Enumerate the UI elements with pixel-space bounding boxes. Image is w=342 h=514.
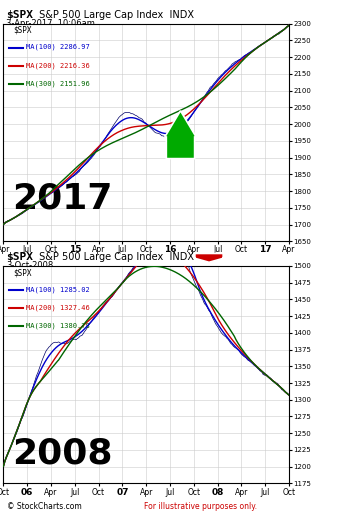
Text: 3-Oct-2008: 3-Oct-2008: [6, 261, 54, 270]
Text: MA(200) 2216.36: MA(200) 2216.36: [26, 62, 90, 68]
Polygon shape: [165, 111, 196, 159]
Text: © StockCharts.com: © StockCharts.com: [7, 502, 82, 511]
Text: MA(300) 2151.96: MA(300) 2151.96: [26, 80, 90, 86]
Text: MA(300) 1380.78: MA(300) 1380.78: [26, 322, 90, 329]
Text: For illustrative purposes only.: For illustrative purposes only.: [144, 502, 256, 511]
Text: $SPX: $SPX: [6, 252, 33, 262]
Text: MA(200) 1327.46: MA(200) 1327.46: [26, 304, 90, 310]
Text: $SPX: $SPX: [13, 26, 32, 35]
Text: 2017: 2017: [12, 181, 113, 215]
Text: $SPX: $SPX: [6, 10, 33, 20]
Text: 2008: 2008: [12, 436, 113, 470]
Text: $SPX: $SPX: [13, 268, 32, 277]
Polygon shape: [193, 253, 225, 262]
Text: 3-Apr-2017  10:06am: 3-Apr-2017 10:06am: [6, 19, 95, 28]
Text: S&P 500 Large Cap Index  INDX: S&P 500 Large Cap Index INDX: [36, 252, 194, 262]
Text: MA(100) 1285.02: MA(100) 1285.02: [26, 286, 90, 292]
Text: S&P 500 Large Cap Index  INDX: S&P 500 Large Cap Index INDX: [36, 10, 194, 20]
Text: MA(100) 2286.97: MA(100) 2286.97: [26, 44, 90, 50]
